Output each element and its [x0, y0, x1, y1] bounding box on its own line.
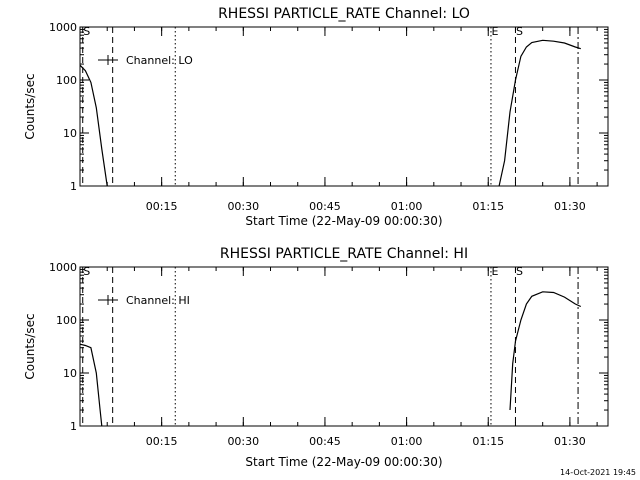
- marker-label: S: [516, 25, 523, 38]
- plot-frame: [79, 26, 609, 187]
- panel-lo: RHESSI PARTICLE_RATE Channel: LO 1 10 100 10…: [23, 6, 609, 228]
- panel-hi: RHESSI PARTICLE_RATE Channel: HI 1 10 100 10…: [23, 246, 609, 469]
- x-tick-label: 00:30: [227, 200, 259, 213]
- data-series-line: [79, 343, 103, 427]
- x-tick-label: 00:15: [146, 435, 178, 448]
- legend-label: Channel: HI: [126, 294, 190, 307]
- x-tick-label: 01:30: [554, 200, 586, 213]
- y-tick-label: 1: [70, 180, 77, 193]
- x-tick-label: 00:15: [146, 200, 178, 213]
- marker-label: S: [516, 265, 523, 278]
- y-tick-label: 10: [63, 367, 77, 380]
- timestamp-footer: 14-Oct-2021 19:45: [560, 468, 636, 477]
- x-axis-label: Start Time (22-May-09 00:00:30): [245, 214, 442, 228]
- x-tick-label: 00:45: [309, 200, 341, 213]
- y-axis-label: Counts/sec: [23, 73, 37, 139]
- x-tick-label: 01:30: [554, 435, 586, 448]
- chart-title: RHESSI PARTICLE_RATE Channel: HI: [220, 246, 468, 262]
- data-series-line: [79, 64, 108, 187]
- x-tick-label: 00:30: [227, 435, 259, 448]
- x-axis-label: Start Time (22-May-09 00:00:30): [245, 455, 442, 469]
- x-tick-label: 01:15: [472, 200, 504, 213]
- data-series-line: [509, 291, 582, 411]
- x-tick-label: 01:15: [472, 435, 504, 448]
- y-tick-label: 100: [56, 74, 77, 87]
- y-tick-label: 100: [56, 314, 77, 327]
- x-tick-label: 01:00: [391, 435, 423, 448]
- x-tick-label: 01:00: [391, 200, 423, 213]
- y-tick-label: 1000: [49, 21, 77, 34]
- legend-label: Channel: LO: [126, 54, 193, 67]
- data-series-line: [498, 39, 581, 187]
- y-tick-label: 10: [63, 127, 77, 140]
- chart-title: RHESSI PARTICLE_RATE Channel: LO: [218, 6, 470, 22]
- marker-label: E: [491, 265, 498, 278]
- marker-label: S: [83, 265, 90, 278]
- plot-frame: [79, 266, 609, 427]
- y-tick-label: 1: [70, 420, 77, 433]
- marker-label: E: [491, 25, 498, 38]
- marker-label: S: [83, 25, 90, 38]
- y-tick-label: 1000: [49, 261, 77, 274]
- y-axis-label: Counts/sec: [23, 313, 37, 379]
- x-tick-label: 00:45: [309, 435, 341, 448]
